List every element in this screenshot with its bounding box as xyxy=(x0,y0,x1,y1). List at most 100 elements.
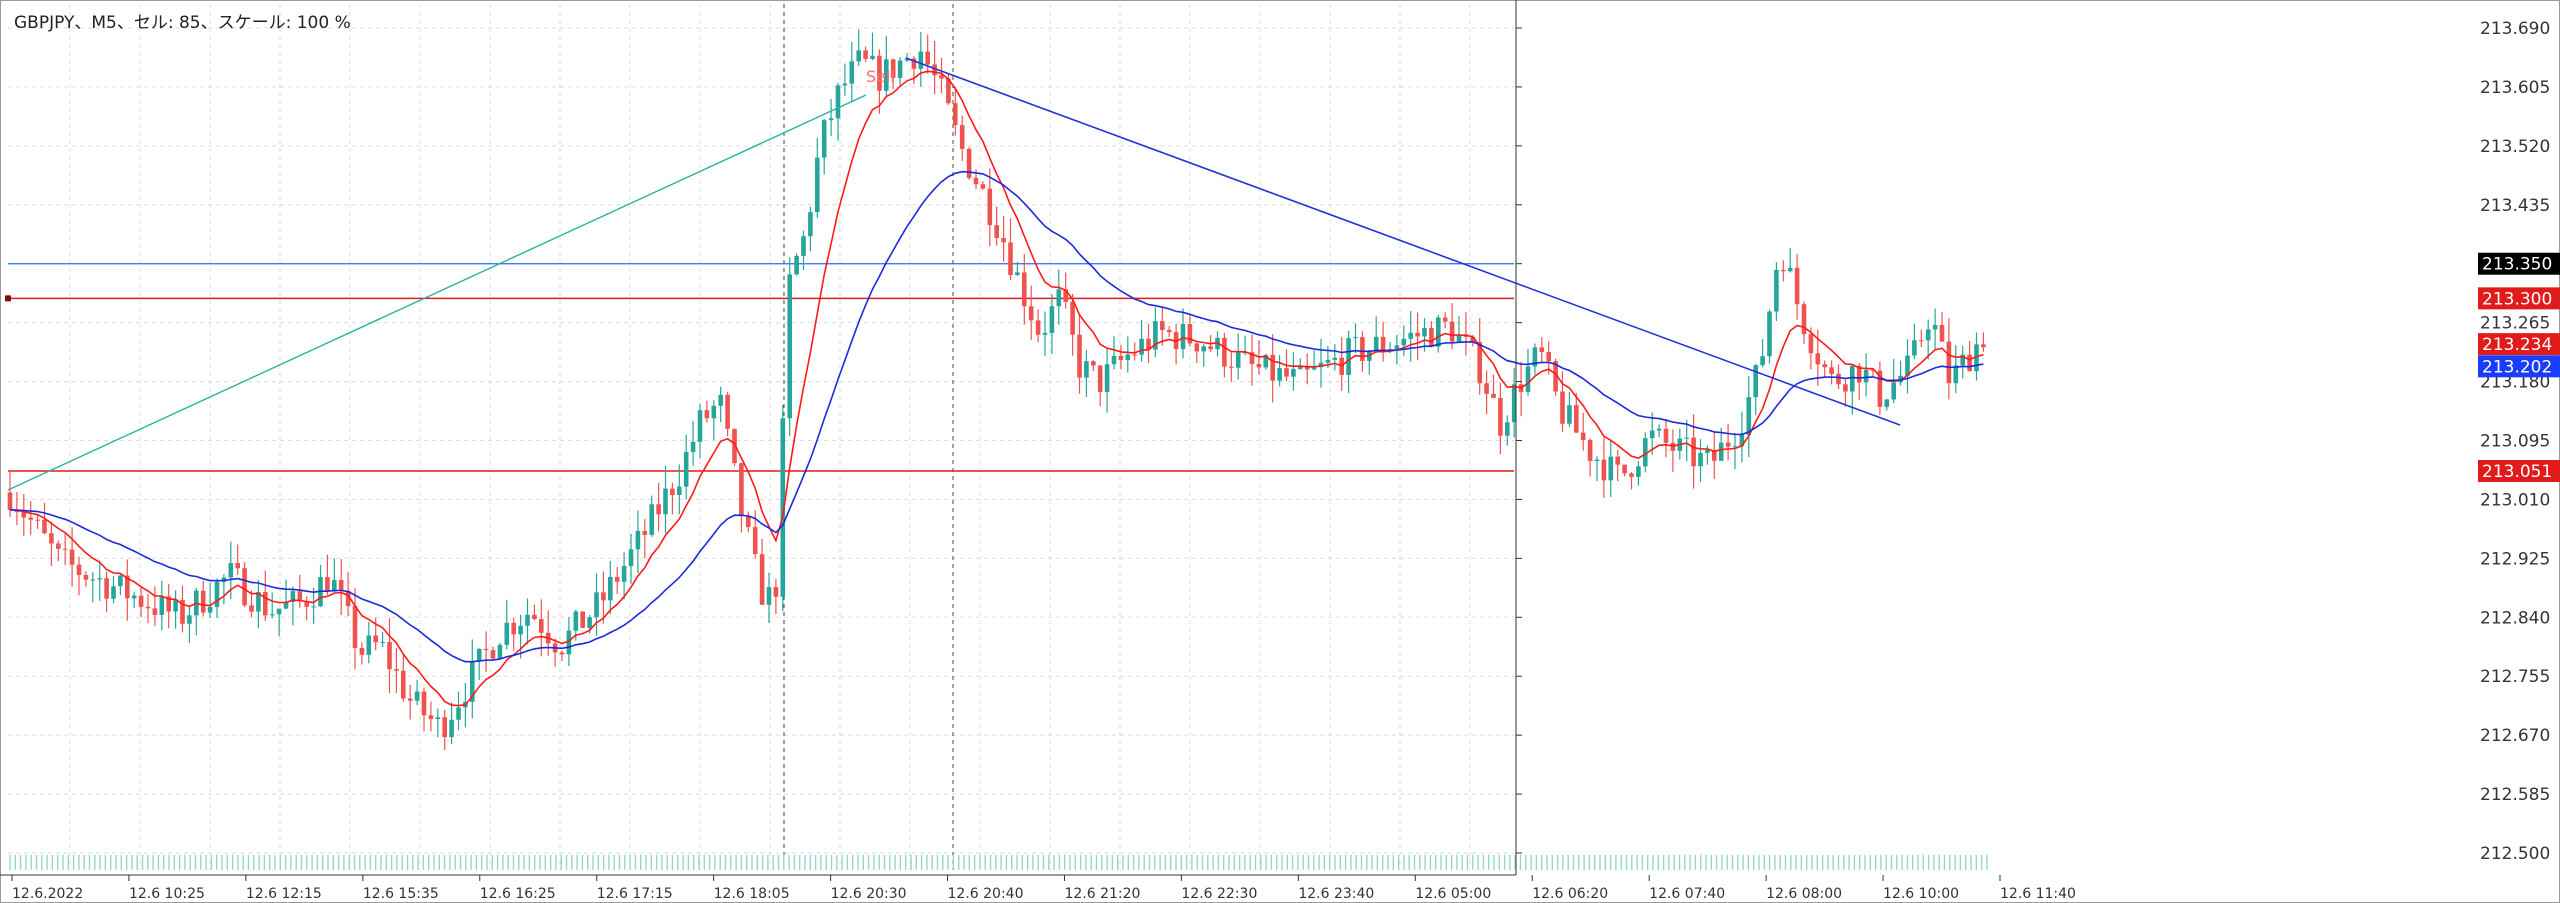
candle-body xyxy=(1035,320,1041,335)
candle-body xyxy=(621,566,627,582)
candle-body xyxy=(1049,306,1055,333)
candle-body xyxy=(1836,373,1841,385)
candle-body xyxy=(835,85,841,119)
price-badge-label: 213.300 xyxy=(2482,289,2552,309)
candle-body xyxy=(1960,354,1965,366)
candle-body xyxy=(1698,452,1703,467)
candle-body xyxy=(1291,368,1296,377)
candle-body xyxy=(1063,289,1068,302)
candle-body xyxy=(1801,304,1807,335)
candle-body xyxy=(1601,459,1607,481)
candle-body xyxy=(1546,352,1551,362)
time-tick-label: 12.6 07:40 xyxy=(1649,886,1725,902)
candle-body xyxy=(1594,459,1600,461)
candle-body xyxy=(1753,365,1758,398)
candle-body xyxy=(890,59,896,78)
candle-body xyxy=(601,592,606,601)
price-tick-label: 213.605 xyxy=(2480,78,2550,98)
candle-body xyxy=(642,530,648,535)
candle-body xyxy=(442,717,447,738)
candle-body xyxy=(1415,332,1420,337)
candle-body xyxy=(1263,354,1269,368)
time-tick-label: 12.6 15:35 xyxy=(363,886,439,902)
candle-body xyxy=(1587,440,1593,461)
candle-body xyxy=(1822,364,1827,368)
candle-body xyxy=(1498,397,1503,436)
candle-body xyxy=(980,184,986,189)
candle-body xyxy=(345,590,351,606)
price-badge-label: 213.234 xyxy=(2482,335,2552,355)
candle-body xyxy=(173,600,178,612)
candle-body xyxy=(131,595,137,599)
candle-body xyxy=(594,592,599,618)
price-tick-label: 212.585 xyxy=(2480,785,2550,805)
candle-body xyxy=(877,55,882,91)
candle-body xyxy=(207,606,213,613)
candle-body xyxy=(1097,365,1103,392)
candle-body xyxy=(1532,347,1538,367)
candle-body xyxy=(828,118,834,121)
price-axis[interactable]: 213.690 213.605 213.520 213.435 213.350 213.2… xyxy=(1516,19,2550,864)
candle-body xyxy=(104,578,109,599)
candle-body xyxy=(704,410,710,419)
time-axis[interactable]: 12.6.2022 12.6 10:25 12.6 12:15 12.6 15:35 1… xyxy=(11,875,2076,902)
candle-body xyxy=(614,576,620,582)
candle-body xyxy=(1118,355,1124,361)
candle-body xyxy=(1939,324,1945,342)
time-tick-label: 12.6 22:30 xyxy=(1181,886,1257,902)
candle-body xyxy=(1111,355,1117,365)
candle-body xyxy=(911,58,917,69)
time-tick-label: 12.6 23:40 xyxy=(1298,886,1374,902)
candle-body xyxy=(49,533,54,544)
candle-body xyxy=(1360,337,1365,361)
trendline-up xyxy=(7,94,867,491)
candle-body xyxy=(1967,354,1972,372)
candle-body xyxy=(518,625,523,635)
price-tick-label: 213.095 xyxy=(2480,432,2550,452)
candle-body xyxy=(946,78,951,104)
candle-body xyxy=(1380,336,1386,352)
time-tick-label: 12.6 18:05 xyxy=(714,886,790,902)
candle-body xyxy=(1981,344,1986,348)
price-badge-label: 213.202 xyxy=(2482,357,2552,377)
candle-body xyxy=(235,563,240,569)
horizontal-lines[interactable] xyxy=(5,263,2551,472)
candle-body xyxy=(1684,437,1689,439)
candle-body xyxy=(373,635,378,643)
candle-body xyxy=(69,549,75,565)
hline-handle-left xyxy=(5,295,11,302)
candle-body xyxy=(401,670,406,699)
price-tick-label: 213.690 xyxy=(2480,19,2550,39)
candle-body xyxy=(1808,334,1814,354)
candle-body xyxy=(1042,332,1048,335)
candle-body xyxy=(1070,301,1075,335)
candle-body xyxy=(966,148,972,178)
candle-body xyxy=(1311,367,1317,370)
candle-body xyxy=(1974,344,1979,372)
ma-slow-line xyxy=(9,170,1984,663)
candle-body xyxy=(725,394,730,429)
candle-body xyxy=(428,715,434,720)
candle-body xyxy=(476,648,482,662)
candle-body xyxy=(580,611,585,628)
time-tick-label: 12.6 21:20 xyxy=(1064,886,1140,902)
candle-body xyxy=(1456,334,1462,342)
candle-body xyxy=(573,611,579,631)
candle-body xyxy=(1028,306,1034,321)
candle-body xyxy=(1166,329,1172,333)
price-badge xyxy=(2478,355,2560,378)
candle-body xyxy=(1725,442,1731,447)
candle-body xyxy=(1091,361,1096,366)
candle-body xyxy=(1180,324,1186,350)
candlesticks xyxy=(7,29,1986,751)
trendlines[interactable]: Sell xyxy=(7,57,1901,491)
candle-body xyxy=(752,527,758,555)
candle-body xyxy=(525,614,530,626)
price-tick-label: 213.010 xyxy=(2480,490,2550,510)
candle-body xyxy=(759,554,765,605)
price-tick-label: 212.500 xyxy=(2480,844,2550,864)
candle-body xyxy=(435,717,441,720)
